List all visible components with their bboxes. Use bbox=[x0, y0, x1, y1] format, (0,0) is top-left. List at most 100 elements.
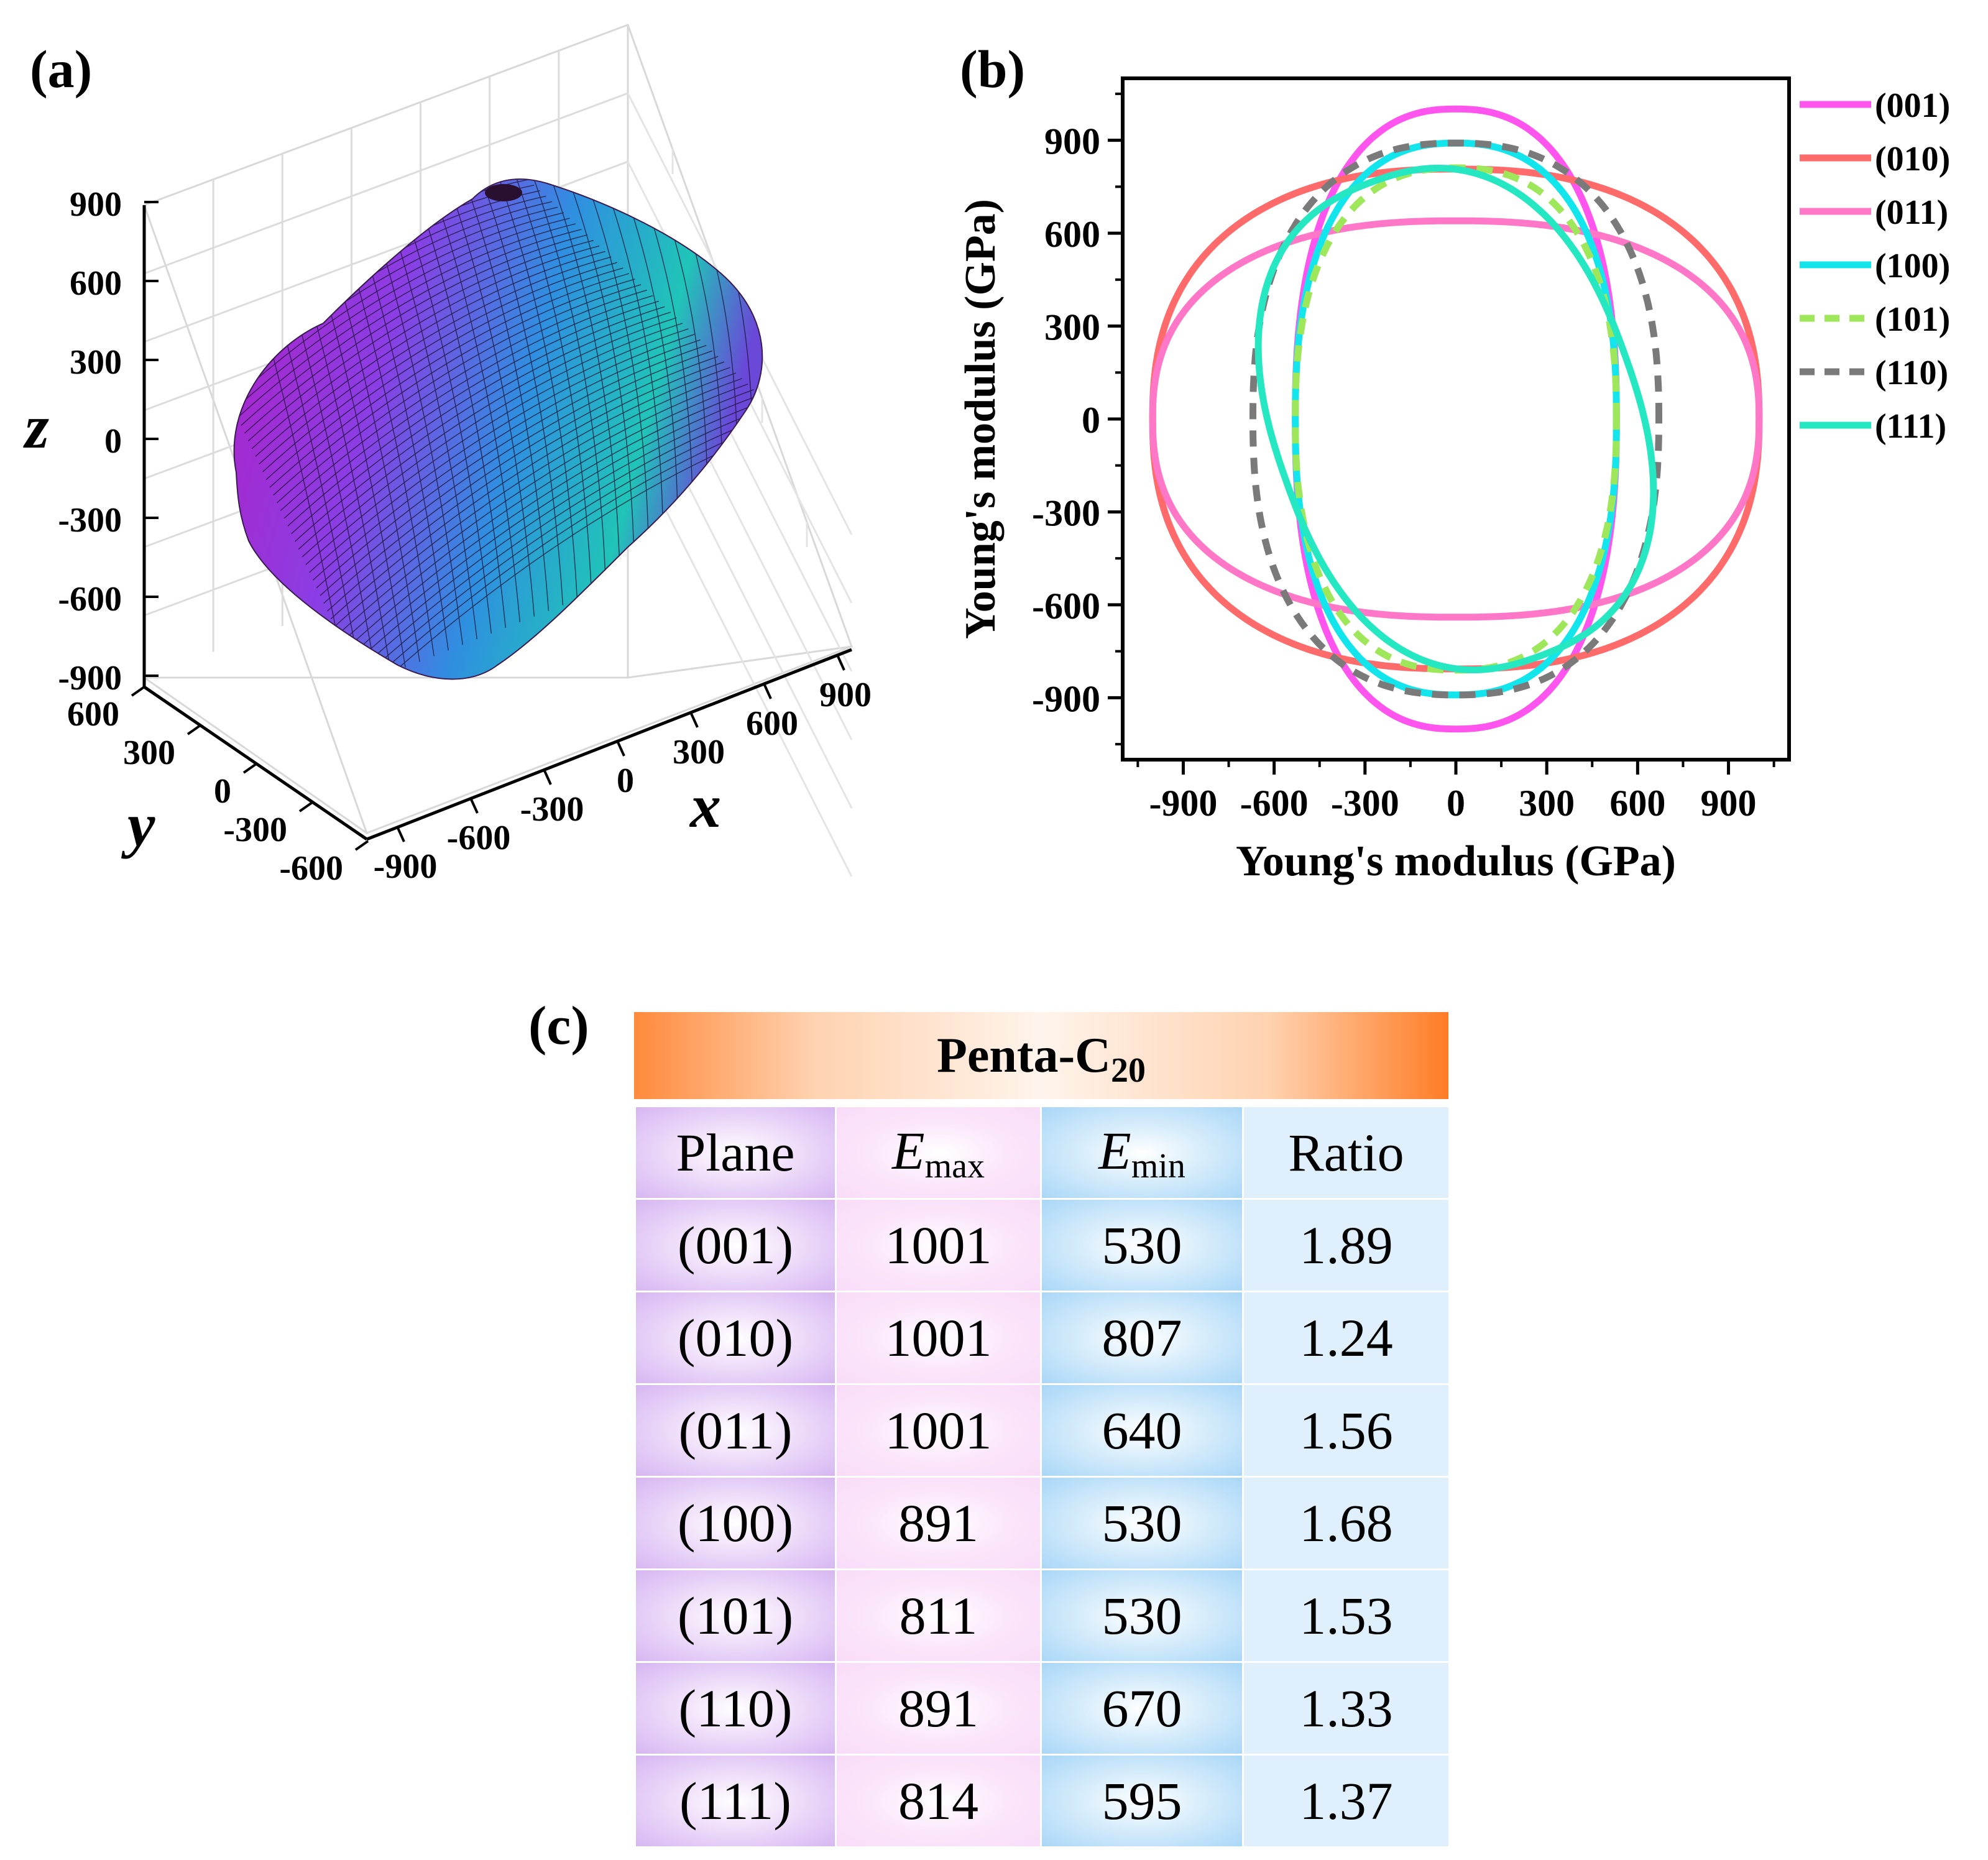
header-emin-sub: min bbox=[1131, 1146, 1185, 1186]
z-tick-label: 600 bbox=[70, 264, 122, 303]
surface-mesh-line bbox=[505, 179, 592, 594]
cell-emin: 807 bbox=[1040, 1291, 1244, 1385]
legend-label: (110) bbox=[1875, 354, 1948, 392]
legend-label: (100) bbox=[1875, 247, 1950, 285]
x-tick bbox=[690, 713, 699, 728]
z-tick-label: -300 bbox=[58, 501, 122, 540]
x-tick-label: -900 bbox=[1149, 783, 1217, 824]
surface-mesh-line bbox=[280, 289, 647, 511]
x-tick bbox=[617, 742, 625, 757]
surface-mesh-line bbox=[356, 405, 763, 674]
cell-emin: 670 bbox=[1040, 1661, 1244, 1756]
x-tick bbox=[470, 799, 479, 814]
y-tick bbox=[354, 840, 369, 851]
y-axis-label: y bbox=[121, 790, 155, 859]
legend: (001) (010) (011) (100) (101) (110) (111) bbox=[1800, 86, 1950, 446]
y-tick bbox=[298, 801, 313, 813]
header-plane: Plane bbox=[634, 1105, 837, 1200]
x-tick bbox=[837, 656, 845, 671]
data-table: Plane Emax Emin Ratio (001) 1001 530 1.89 (0… bbox=[634, 1105, 1450, 1848]
young-modulus-surface bbox=[233, 178, 763, 680]
surface-mesh-line bbox=[298, 317, 677, 550]
z-tick-label: 0 bbox=[104, 422, 122, 461]
y-tick-label: 300 bbox=[123, 734, 175, 772]
x-tick-label: -300 bbox=[1331, 783, 1399, 824]
cell-plane: (011) bbox=[634, 1383, 837, 1478]
header-ratio: Ratio bbox=[1242, 1105, 1450, 1200]
surface-mesh-line bbox=[305, 328, 689, 565]
cell-plane: (110) bbox=[634, 1661, 837, 1756]
y-tick bbox=[242, 763, 257, 774]
panel-label-a: (a) bbox=[30, 39, 92, 99]
header-emin-base: E bbox=[1098, 1120, 1131, 1181]
x-tick-label: -900 bbox=[374, 847, 438, 886]
x-tick bbox=[543, 770, 552, 785]
x-tick bbox=[397, 827, 405, 842]
plot-frame bbox=[1121, 76, 1791, 762]
cell-plane: (010) bbox=[634, 1291, 837, 1385]
surface-mesh-line bbox=[251, 245, 600, 449]
x-tick-label: 900 bbox=[819, 676, 872, 714]
cell-emax: 811 bbox=[835, 1568, 1042, 1663]
panel-label-c: (c) bbox=[528, 996, 589, 1056]
surface-mesh-line bbox=[309, 334, 695, 573]
cell-plane: (101) bbox=[634, 1568, 837, 1663]
surface-mesh-line bbox=[241, 229, 582, 426]
x-tick-label: 600 bbox=[1609, 783, 1665, 824]
x-tick-label: 300 bbox=[673, 733, 725, 771]
surface-mesh-line bbox=[287, 300, 659, 527]
y-tick bbox=[186, 724, 201, 735]
curve-111 bbox=[1254, 164, 1657, 674]
y-tick-label: 0 bbox=[1082, 400, 1100, 441]
cell-ratio: 1.53 bbox=[1242, 1568, 1450, 1663]
surface-mesh-line bbox=[760, 179, 763, 510]
surface-mesh-line bbox=[344, 389, 754, 650]
x-tick-label: 600 bbox=[746, 704, 798, 743]
table-row: (011) 1001 640 1.56 bbox=[634, 1383, 1450, 1478]
z-tick-label: -900 bbox=[58, 659, 122, 698]
surface-mesh-line bbox=[323, 356, 719, 604]
panel-label-b: (b) bbox=[960, 39, 1025, 99]
surface-mesh-line bbox=[320, 350, 713, 596]
surface-mesh-line bbox=[301, 323, 683, 558]
table-row: (100) 891 530 1.68 bbox=[634, 1476, 1450, 1570]
cell-emin: 530 bbox=[1040, 1198, 1244, 1292]
header-emax-sub: max bbox=[924, 1146, 985, 1186]
y-tick bbox=[131, 686, 145, 697]
surface-mesh-line bbox=[348, 394, 760, 658]
legend-label: (111) bbox=[1875, 407, 1946, 446]
cell-emax: 891 bbox=[835, 1661, 1042, 1756]
surface-mesh-line bbox=[262, 262, 618, 472]
cell-emax: 1001 bbox=[835, 1383, 1042, 1478]
z-tick-label: 900 bbox=[70, 185, 122, 224]
cell-ratio: 1.68 bbox=[1242, 1476, 1450, 1570]
y-tick-label: 900 bbox=[1044, 121, 1100, 162]
cell-ratio: 1.89 bbox=[1242, 1198, 1450, 1292]
cell-ratio: 1.37 bbox=[1242, 1754, 1450, 1848]
table-header-row: Plane Emax Emin Ratio bbox=[634, 1105, 1450, 1200]
cell-plane: (111) bbox=[634, 1754, 837, 1848]
x-axis-title: Young's modulus (GPa) bbox=[1236, 837, 1676, 885]
legend-label: (010) bbox=[1875, 140, 1950, 178]
table-title: Penta-C20 bbox=[634, 1012, 1448, 1099]
penta-table: Penta-C20 Plane Emax Emin Ratio (001) 100… bbox=[634, 1012, 1450, 1848]
surface-mesh-line bbox=[330, 367, 730, 620]
curve-011 bbox=[1149, 217, 1763, 621]
x-tick-label: 0 bbox=[1447, 783, 1465, 824]
surface-mesh-line bbox=[341, 384, 748, 643]
surface-mesh-line bbox=[539, 179, 621, 583]
cell-emin: 640 bbox=[1040, 1383, 1244, 1478]
y-tick-label: -600 bbox=[1032, 586, 1100, 627]
y-tick-label: -300 bbox=[1032, 492, 1100, 533]
polar-young-modulus-chart: -900 -900 -600 -600 -300 -300 0 0 300 300 600 600 90… bbox=[957, 76, 1950, 885]
axes-3d bbox=[142, 205, 852, 841]
y-tick-label: -900 bbox=[1032, 678, 1100, 719]
surface-mesh-line bbox=[273, 279, 635, 495]
table-title-main: Penta-C bbox=[937, 1028, 1111, 1083]
y-tick-label: 0 bbox=[214, 772, 231, 811]
curve-010 bbox=[1149, 165, 1763, 673]
cell-emin: 530 bbox=[1040, 1476, 1244, 1570]
surface-mesh-line bbox=[437, 179, 535, 617]
header-emax-base: E bbox=[892, 1120, 925, 1181]
